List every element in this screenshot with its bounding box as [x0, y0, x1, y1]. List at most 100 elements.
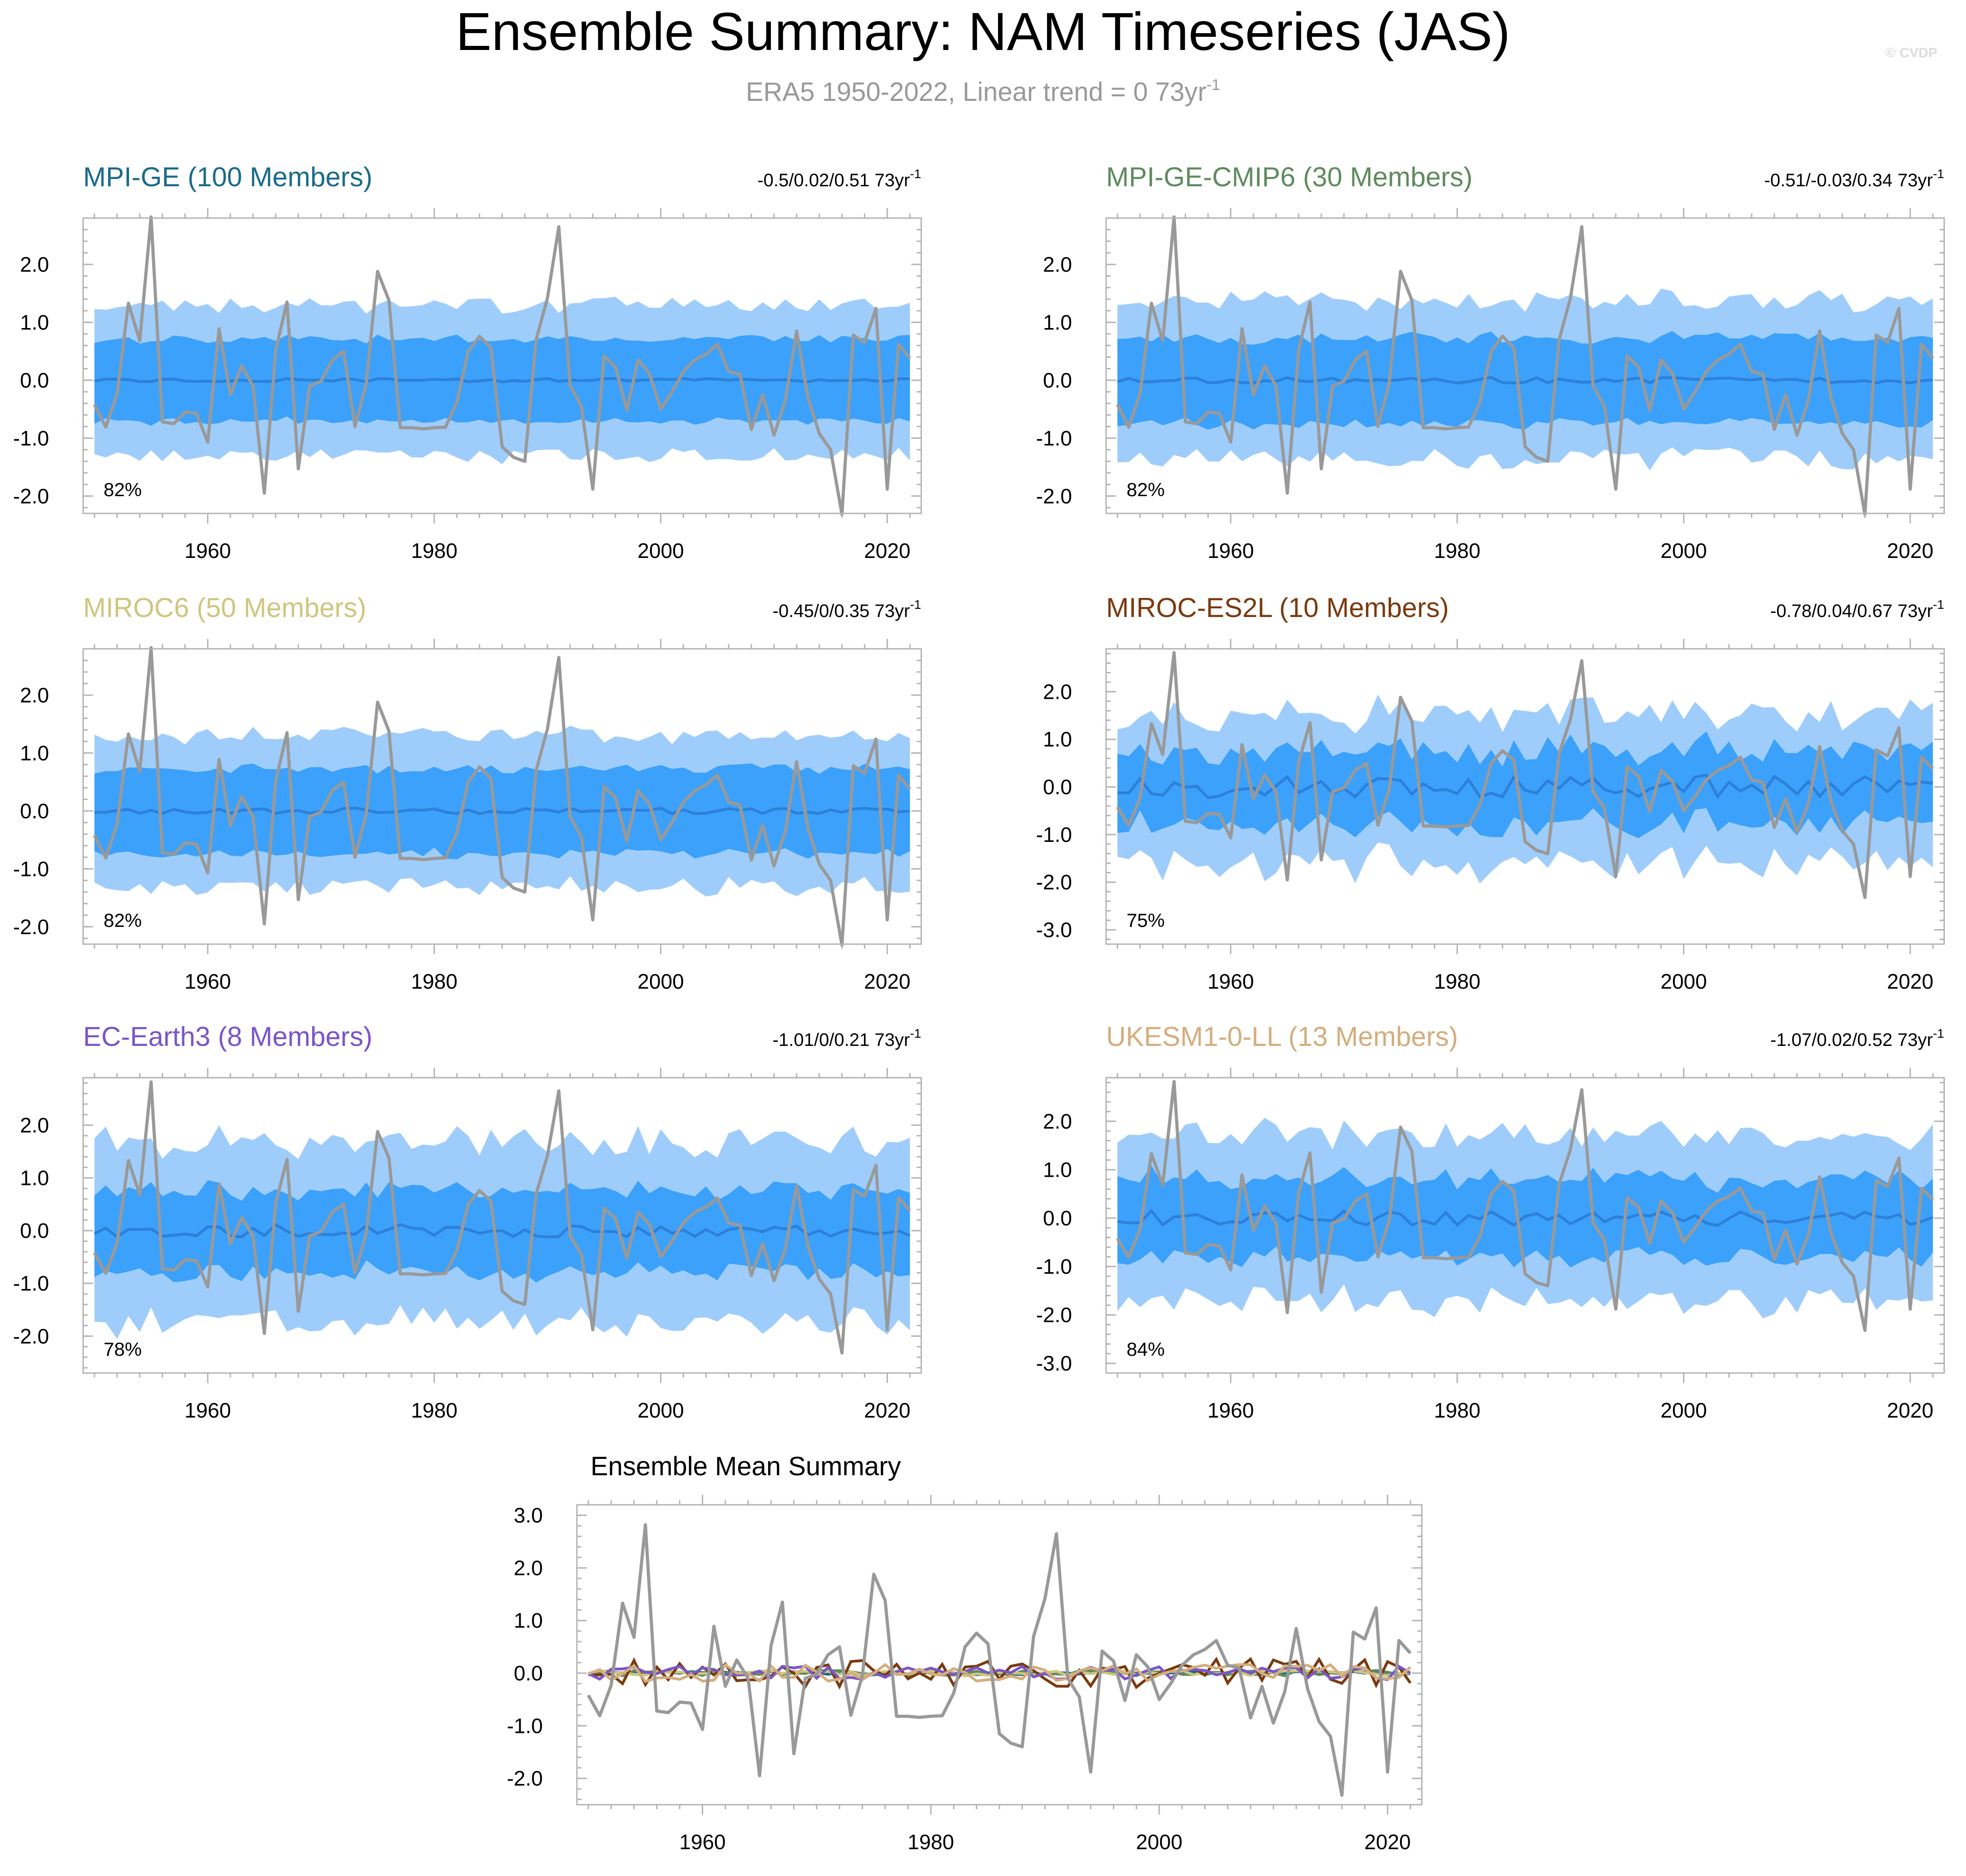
panel-ec-earth3: 2.0 1.0 0.0 -1.0 -2.0 1960 1980 2000 2020 EC-Eart…	[13, 1021, 922, 1422]
y-tick-label: 1.0	[514, 1609, 543, 1632]
y-tick-label: 1.0	[1043, 1158, 1072, 1181]
panel-miroc6: 2.0 1.0 0.0 -1.0 -2.0 1960 1980 2000 2020 MIROC6 …	[13, 592, 922, 993]
y-tick-label: 0.0	[514, 1662, 543, 1685]
y-tick-label: 3.0	[514, 1503, 543, 1527]
summary-obs-line	[587, 1523, 1412, 1797]
obs-line	[93, 646, 911, 947]
panel-trend-range: -0.78/0.04/0.67 73yr-1	[1770, 597, 1944, 621]
y-tick-label: 1.0	[1043, 310, 1072, 334]
trend-range-text: -1.01/0/0.21 73yr	[773, 1030, 910, 1050]
ensemble-mean-line	[1117, 773, 1933, 799]
y-tick-label: -3.0	[1036, 918, 1072, 942]
obs-line	[1116, 651, 1934, 899]
x-tick-label: 1980	[908, 1830, 954, 1854]
trend-range-sup: -1	[910, 597, 921, 612]
y-tick-label: 2.0	[1043, 1110, 1072, 1133]
x-tick-label: 2020	[1887, 1398, 1933, 1422]
panel-percent: 82%	[1127, 479, 1165, 500]
x-tick-label: 1960	[679, 1830, 725, 1854]
trend-range-sup: -1	[910, 167, 921, 181]
panel-percent: 78%	[104, 1339, 142, 1360]
summary-line-ec-earth3	[587, 1664, 1411, 1681]
credit-watermark: © CVDP	[1886, 45, 1937, 60]
panel-trend-range: -1.01/0/0.21 73yr-1	[773, 1026, 921, 1050]
panel-percent: 82%	[104, 479, 142, 500]
y-tick-label: -3.0	[1036, 1352, 1072, 1375]
x-tick-label: 1960	[1207, 1398, 1254, 1422]
obs-line	[93, 1080, 911, 1355]
y-tick-label: -1.0	[13, 1272, 49, 1295]
panel-title: EC-Earth3 (8 Members)	[83, 1021, 372, 1052]
x-tick-label: 2000	[637, 539, 684, 562]
summary-frame	[576, 1504, 1423, 1806]
y-tick-label: -1.0	[507, 1714, 543, 1737]
panel-title: UKESM1-0-LL (13 Members)	[1106, 1021, 1458, 1052]
x-tick-label: 2020	[1364, 1830, 1410, 1854]
ensemble-mean-line	[94, 806, 910, 816]
panel-title: MIROC-ES2L (10 Members)	[1106, 592, 1449, 623]
trend-range-sup: -1	[1933, 1026, 1944, 1040]
y-tick-label: 0.0	[1043, 775, 1072, 799]
panel-ukesm1-0-ll: 2.0 1.0 0.0 -1.0 -2.0 -3.0 1960 1980 2000 2020 UKE…	[1036, 1021, 1945, 1422]
x-tick-label: 2000	[637, 970, 684, 993]
y-tick-label: -2.0	[13, 484, 49, 508]
trend-range-sup: -1	[1933, 597, 1944, 612]
figure-subtitle: ERA5 1950-2022, Linear trend = 0 73yr-1	[746, 76, 1220, 107]
y-tick-label: 2.0	[20, 253, 49, 276]
panel-trend-range: -0.5/0.02/0.51 73yr-1	[757, 167, 921, 190]
trend-range-sup: -1	[910, 1026, 921, 1040]
panels-group: 2.0 1.0 0.0 -1.0 -2.0 1960 1980 2000 2020 MPI-GE …	[13, 162, 1945, 1422]
x-tick-label: 2000	[1660, 970, 1707, 993]
y-tick-label: 0.0	[20, 368, 49, 392]
panel-trend-range: -0.45/0/0.35 73yr-1	[773, 597, 921, 621]
x-tick-label: 1980	[411, 970, 457, 993]
y-tick-label: 1.0	[20, 1166, 49, 1190]
x-tick-label: 2000	[637, 1398, 684, 1422]
panel-percent: 75%	[1127, 910, 1165, 931]
y-tick-label: -1.0	[1036, 823, 1072, 846]
panel-trend-range: -0.51/-0.03/0.34 73yr-1	[1764, 167, 1944, 190]
panel-mpi-ge: 2.0 1.0 0.0 -1.0 -2.0 1960 1980 2000 2020 MPI-GE …	[13, 162, 922, 562]
obs-line	[93, 215, 911, 516]
y-tick-label: -2.0	[13, 915, 49, 939]
x-tick-label: 1980	[411, 1398, 457, 1422]
trend-range-text: -1.07/0.02/0.52 73yr	[1770, 1030, 1933, 1050]
y-tick-label: 2.0	[20, 683, 49, 707]
summary-title: Ensemble Mean Summary	[591, 1452, 901, 1481]
ensemble-mean-line	[94, 377, 910, 383]
obs-line	[1116, 1080, 1934, 1332]
inner-spread-band	[94, 334, 910, 426]
trend-range-text: -0.5/0.02/0.51 73yr	[757, 170, 910, 190]
x-tick-label: 2020	[864, 970, 910, 993]
x-tick-label: 1960	[1207, 970, 1254, 993]
x-tick-label: 1960	[184, 970, 231, 993]
y-tick-label: 2.0	[514, 1556, 543, 1580]
x-tick-label: 2020	[864, 1398, 910, 1422]
y-tick-label: -2.0	[1036, 484, 1072, 508]
x-tick-label: 2000	[1660, 1398, 1707, 1422]
y-tick-label: 0.0	[20, 1219, 49, 1243]
y-tick-label: -2.0	[1036, 1303, 1072, 1327]
y-tick-label: 2.0	[20, 1113, 49, 1137]
x-tick-label: 2020	[864, 539, 910, 562]
ensemble-mean-line	[1117, 1209, 1934, 1227]
trend-range-text: -0.45/0/0.35 73yr	[773, 601, 910, 621]
y-tick-label: 1.0	[20, 741, 49, 765]
trend-range-text: -0.78/0.04/0.67 73yr	[1770, 601, 1933, 621]
x-tick-label: 1960	[184, 539, 231, 562]
y-tick-label: 1.0	[1043, 727, 1072, 751]
x-tick-label: 2000	[1136, 1830, 1182, 1854]
y-tick-label: 0.0	[1043, 1206, 1072, 1230]
y-tick-label: -1.0	[1036, 1255, 1072, 1279]
x-tick-label: 1980	[1434, 970, 1480, 993]
x-tick-label: 1980	[1434, 539, 1480, 562]
x-tick-label: 1960	[184, 1398, 231, 1422]
x-tick-label: 1980	[1434, 1398, 1480, 1422]
panel-title: MPI-GE (100 Members)	[83, 162, 372, 192]
inner-spread-band	[1117, 731, 1933, 838]
y-tick-label: 0.0	[1043, 368, 1072, 392]
ensemble-mean-line	[1117, 376, 1933, 385]
y-tick-label: -1.0	[1036, 426, 1072, 450]
panel-miroc-es2l: 2.0 1.0 0.0 -1.0 -2.0 -3.0 1960 1980 2000 2020 MIR…	[1036, 592, 1945, 993]
